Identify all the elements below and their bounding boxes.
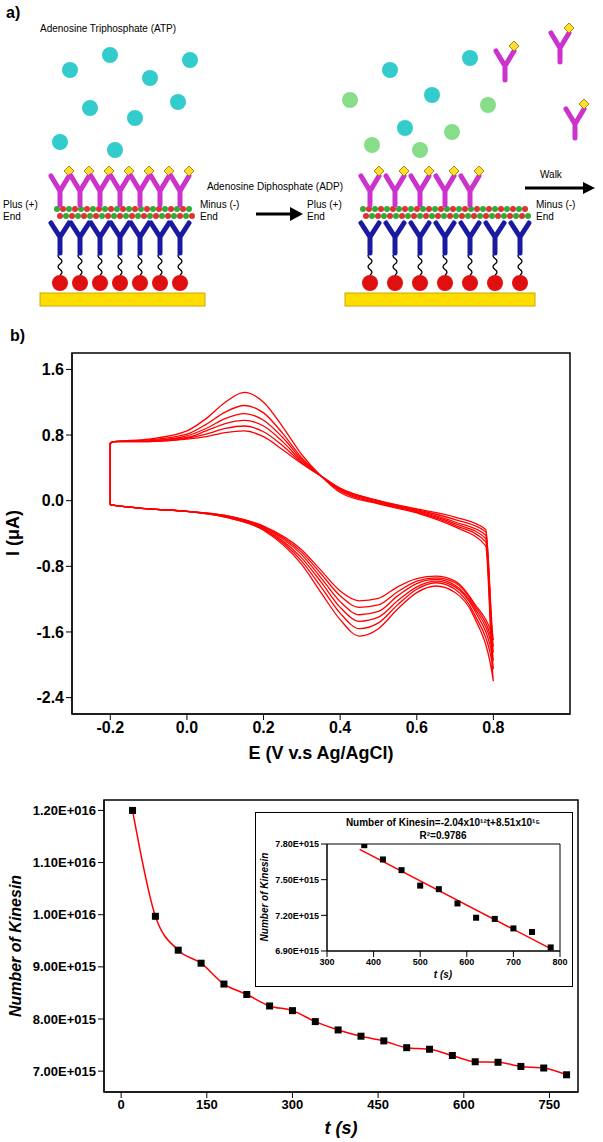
html-text:R²=0.9786: R²=0.9786: [419, 830, 467, 841]
svg-text:0.0: 0.0: [176, 719, 198, 736]
svg-text:0: 0: [118, 1097, 125, 1112]
svg-text:End: End: [307, 211, 325, 222]
svg-text:a): a): [6, 4, 20, 21]
svg-text:End: End: [536, 211, 554, 222]
svg-text:Walk: Walk: [540, 169, 563, 180]
svg-text:0.6: 0.6: [406, 719, 428, 736]
svg-text:Plus (+): Plus (+): [307, 199, 342, 210]
svg-text:400: 400: [366, 957, 381, 967]
svg-text:0.0: 0.0: [42, 492, 64, 509]
svg-text:0.4: 0.4: [329, 719, 351, 736]
svg-text:450: 450: [367, 1097, 389, 1112]
svg-text:0.8: 0.8: [482, 719, 504, 736]
svg-text:8.00E+015: 8.00E+015: [33, 1012, 96, 1027]
svg-text:7.80E+015: 7.80E+015: [275, 839, 319, 849]
html-text:Number of Kinesin=-2.04x10¹²t+: Number of Kinesin=-2.04x10¹²t+8.51x10¹⁵: [345, 817, 541, 828]
svg-text:500: 500: [413, 957, 428, 967]
svg-text:7.00E+015: 7.00E+015: [33, 1064, 96, 1079]
svg-text:Plus (+): Plus (+): [3, 199, 38, 210]
html-text:b): b): [10, 327, 26, 344]
svg-text:-2.4: -2.4: [36, 689, 64, 706]
svg-text:-1.6: -1.6: [36, 624, 64, 641]
svg-text:0.2: 0.2: [252, 719, 274, 736]
svg-text:800: 800: [552, 957, 567, 967]
svg-text:-0.2: -0.2: [97, 719, 125, 736]
svg-text:600: 600: [453, 1097, 475, 1112]
html-text:Number of Kinesin: Number of Kinesin: [258, 852, 270, 942]
svg-text:0.8: 0.8: [42, 427, 64, 444]
svg-text:End: End: [200, 211, 218, 222]
html-text:I (μA): I (μA): [2, 510, 23, 556]
svg-text:1.00E+016: 1.00E+016: [33, 907, 96, 922]
svg-text:1.20E+016: 1.20E+016: [33, 803, 96, 818]
svg-text:7.20E+015: 7.20E+015: [275, 911, 319, 921]
html-text:t (s): t (s): [433, 969, 453, 980]
svg-text:6.90E+015: 6.90E+015: [275, 946, 319, 956]
svg-text:-0.8: -0.8: [36, 558, 64, 575]
svg-text:300: 300: [319, 957, 334, 967]
html-text:Number of Kinesin: Number of Kinesin: [7, 874, 24, 1018]
svg-text:600: 600: [459, 957, 474, 967]
svg-text:1.6: 1.6: [42, 361, 64, 378]
svg-text:End: End: [3, 211, 21, 222]
svg-text:7.50E+015: 7.50E+015: [275, 875, 319, 885]
svg-text:300: 300: [282, 1097, 304, 1112]
html-text:E (V v.s Ag/AgCl): E (V v.s Ag/AgCl): [248, 743, 394, 763]
svg-text:Adenosine Triphosphate (ATP): Adenosine Triphosphate (ATP): [40, 23, 176, 34]
svg-text:9.00E+015: 9.00E+015: [33, 959, 96, 974]
svg-text:700: 700: [506, 957, 521, 967]
svg-text:150: 150: [196, 1097, 218, 1112]
svg-text:Minus (-): Minus (-): [536, 199, 575, 210]
svg-text:750: 750: [539, 1097, 561, 1112]
svg-text:Minus (-): Minus (-): [200, 199, 239, 210]
html-text:t (s): t (s): [324, 1118, 358, 1138]
svg-text:Adenosine Diphosphate (ADP): Adenosine Diphosphate (ADP): [207, 181, 343, 192]
svg-text:1.10E+016: 1.10E+016: [33, 855, 96, 870]
